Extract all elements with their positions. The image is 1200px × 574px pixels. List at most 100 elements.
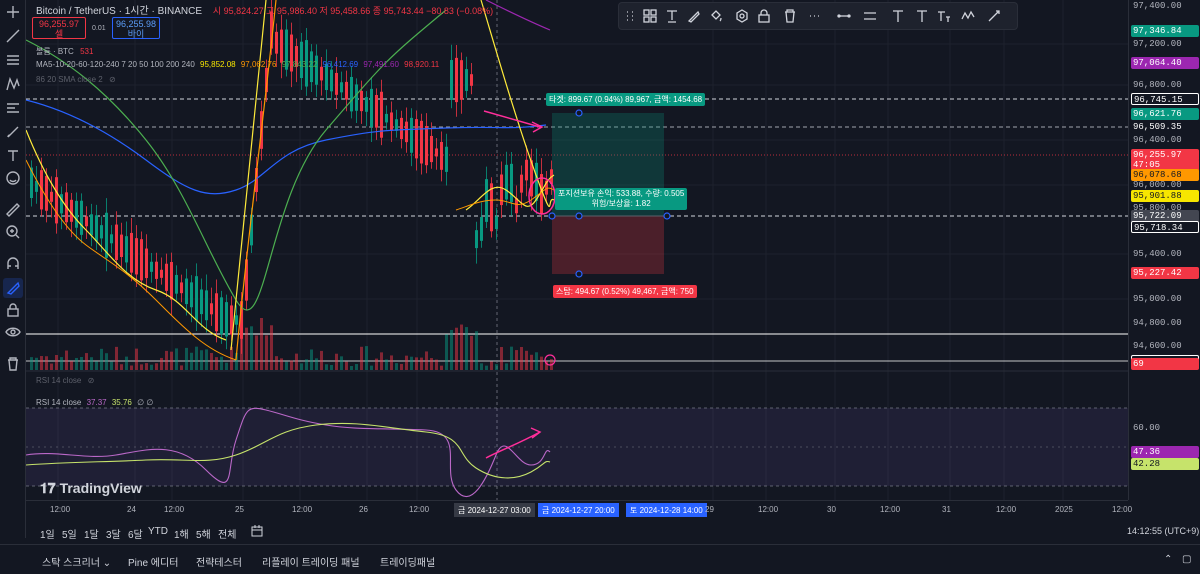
- pattern-icon[interactable]: [3, 74, 23, 94]
- candle-body: [145, 248, 148, 279]
- candle-body: [140, 239, 143, 281]
- tab-stock-screener[interactable]: 스탁 스크리너 ⌄: [42, 558, 112, 569]
- volume-bar: [340, 356, 343, 370]
- cursor-icon[interactable]: [3, 2, 23, 22]
- drawing-properties-toolbar[interactable]: [618, 2, 1018, 30]
- text-style-icon[interactable]: [937, 9, 953, 25]
- rsi-legend[interactable]: RSI 14 close 37.37 35.76 ∅ ∅: [36, 398, 153, 407]
- prediction-icon[interactable]: [3, 98, 23, 118]
- candle-body: [540, 174, 543, 214]
- ma-purple: [485, 0, 551, 31]
- chevron-up-icon[interactable]: ⌃: [1164, 554, 1173, 565]
- sell-button[interactable]: 96,255.97 셀: [32, 17, 86, 39]
- candle-body: [215, 293, 218, 332]
- date-range-icon[interactable]: [250, 524, 264, 541]
- ma-value-5: 97,491.60: [363, 60, 399, 69]
- text-icon[interactable]: [3, 146, 23, 166]
- volume-legend[interactable]: 볼륨 · BTC 531: [36, 46, 93, 57]
- line-tool-icon[interactable]: [837, 9, 853, 25]
- price-tag: 95,722.09: [1131, 210, 1199, 222]
- symbol-legend[interactable]: Bitcoin / TetherUS · 1시간 · BINANCE 시 95,…: [36, 2, 493, 17]
- more-icon[interactable]: [807, 9, 823, 25]
- period-1d[interactable]: 1일: [40, 530, 55, 541]
- tab-trading-panel[interactable]: 트레이딩패널: [380, 558, 436, 569]
- candle-body: [200, 289, 203, 315]
- delete-icon[interactable]: [783, 9, 799, 25]
- volume-bar: [335, 353, 338, 370]
- trend-line-icon[interactable]: [3, 26, 23, 46]
- lines-icon[interactable]: [863, 9, 879, 25]
- volume-bar: [495, 364, 498, 370]
- wave-icon[interactable]: [961, 9, 977, 25]
- volume-bar: [470, 335, 473, 370]
- period-3m[interactable]: 3달: [106, 530, 121, 541]
- ma-value-3: 97,843.22: [281, 60, 318, 69]
- candle-body: [490, 183, 493, 232]
- template-icon[interactable]: [643, 9, 659, 25]
- trash-icon[interactable]: [3, 354, 23, 374]
- volume-bar: [365, 346, 368, 370]
- fill-icon[interactable]: [709, 9, 725, 25]
- rsi-hidden-legend[interactable]: RSI 14 close ⊘: [36, 376, 94, 385]
- period-5y[interactable]: 5해: [196, 530, 211, 541]
- symbol-title[interactable]: Bitcoin / TetherUS · 1시간 · BINANCE: [36, 6, 203, 17]
- text-tool-icon[interactable]: [891, 9, 907, 25]
- chart-pane[interactable]: 타겟: 899.67 (0.94%) 89,967, 금액: 1454.68 포…: [26, 0, 1128, 500]
- fib-icon[interactable]: [3, 50, 23, 70]
- candle-body: [545, 180, 548, 195]
- tab-pine-editor[interactable]: Pine 에디터: [128, 558, 179, 569]
- brush-icon[interactable]: [3, 122, 23, 142]
- candle-body: [85, 216, 88, 227]
- eye-off-icon[interactable]: ⊘: [87, 376, 95, 385]
- period-1y[interactable]: 1해: [174, 530, 189, 541]
- ma-value-6: 98,920.11: [404, 60, 440, 69]
- period-5d[interactable]: 5일: [62, 530, 77, 541]
- candle-body: [255, 167, 258, 193]
- price-tag: 96,509.35: [1131, 121, 1199, 133]
- time-label: 30: [827, 505, 836, 514]
- magic-icon[interactable]: [987, 9, 1003, 25]
- volume-bar: [265, 335, 268, 370]
- time-axis[interactable]: 금 2024-12-27 03:00 금 2024-12-27 20:00 토 …: [26, 500, 1132, 518]
- time-label: 29: [705, 505, 714, 514]
- volume-bar: [510, 346, 513, 370]
- clock[interactable]: 14:12:55 (UTC+9): [1127, 526, 1200, 536]
- eye-off-icon[interactable]: ⊘: [108, 75, 116, 84]
- eye-icon[interactable]: [3, 322, 23, 342]
- candle-body: [350, 76, 353, 112]
- magnet-icon[interactable]: [3, 254, 23, 274]
- candle-body: [265, 67, 268, 93]
- tab-strategy-tester[interactable]: 전략테스터: [196, 558, 242, 569]
- pen-icon[interactable]: [687, 9, 703, 25]
- period-ytd[interactable]: YTD: [148, 526, 168, 537]
- period-1m[interactable]: 1달: [84, 530, 99, 541]
- volume-bar: [65, 350, 68, 370]
- emoji-icon[interactable]: [3, 168, 23, 188]
- maximize-icon[interactable]: ▢: [1182, 554, 1192, 565]
- text-tool2-icon[interactable]: [915, 9, 931, 25]
- volume-bar: [120, 364, 123, 370]
- lock-icon[interactable]: [3, 300, 23, 320]
- price-scale[interactable]: 97,400.00 97,200.00 96,800.00 96,400.00 96,0…: [1128, 0, 1200, 500]
- sma-legend[interactable]: 86 20 SMA close 2 ⊘: [36, 75, 116, 84]
- text-color-icon[interactable]: [665, 9, 681, 25]
- price-label: 94,800.00: [1133, 318, 1182, 328]
- candle-body: [515, 198, 518, 214]
- lock-icon[interactable]: [757, 9, 773, 25]
- settings-icon[interactable]: [735, 9, 751, 25]
- time-label: 2025: [1055, 505, 1073, 514]
- ruler-icon[interactable]: [3, 200, 23, 220]
- period-all[interactable]: 전체: [218, 530, 237, 541]
- tab-replay-panel[interactable]: 리플레이 트레이딩 패널: [262, 558, 360, 569]
- price-label: 95,000.00: [1133, 294, 1182, 304]
- rsi-value-1: 37.37: [86, 398, 107, 407]
- ma-legend[interactable]: MA5-10-20-60-120-240 7 20 50 100 200 240…: [36, 60, 439, 69]
- candle-body: [440, 141, 443, 170]
- candle-body: [35, 180, 38, 192]
- drag-handle-icon[interactable]: [623, 9, 639, 25]
- buy-button[interactable]: 96,255.98 바이: [112, 17, 160, 39]
- zoom-icon[interactable]: [3, 222, 23, 242]
- period-6m[interactable]: 6달: [128, 530, 143, 541]
- volume-bar: [390, 355, 393, 370]
- stay-drawing-icon[interactable]: [3, 278, 23, 298]
